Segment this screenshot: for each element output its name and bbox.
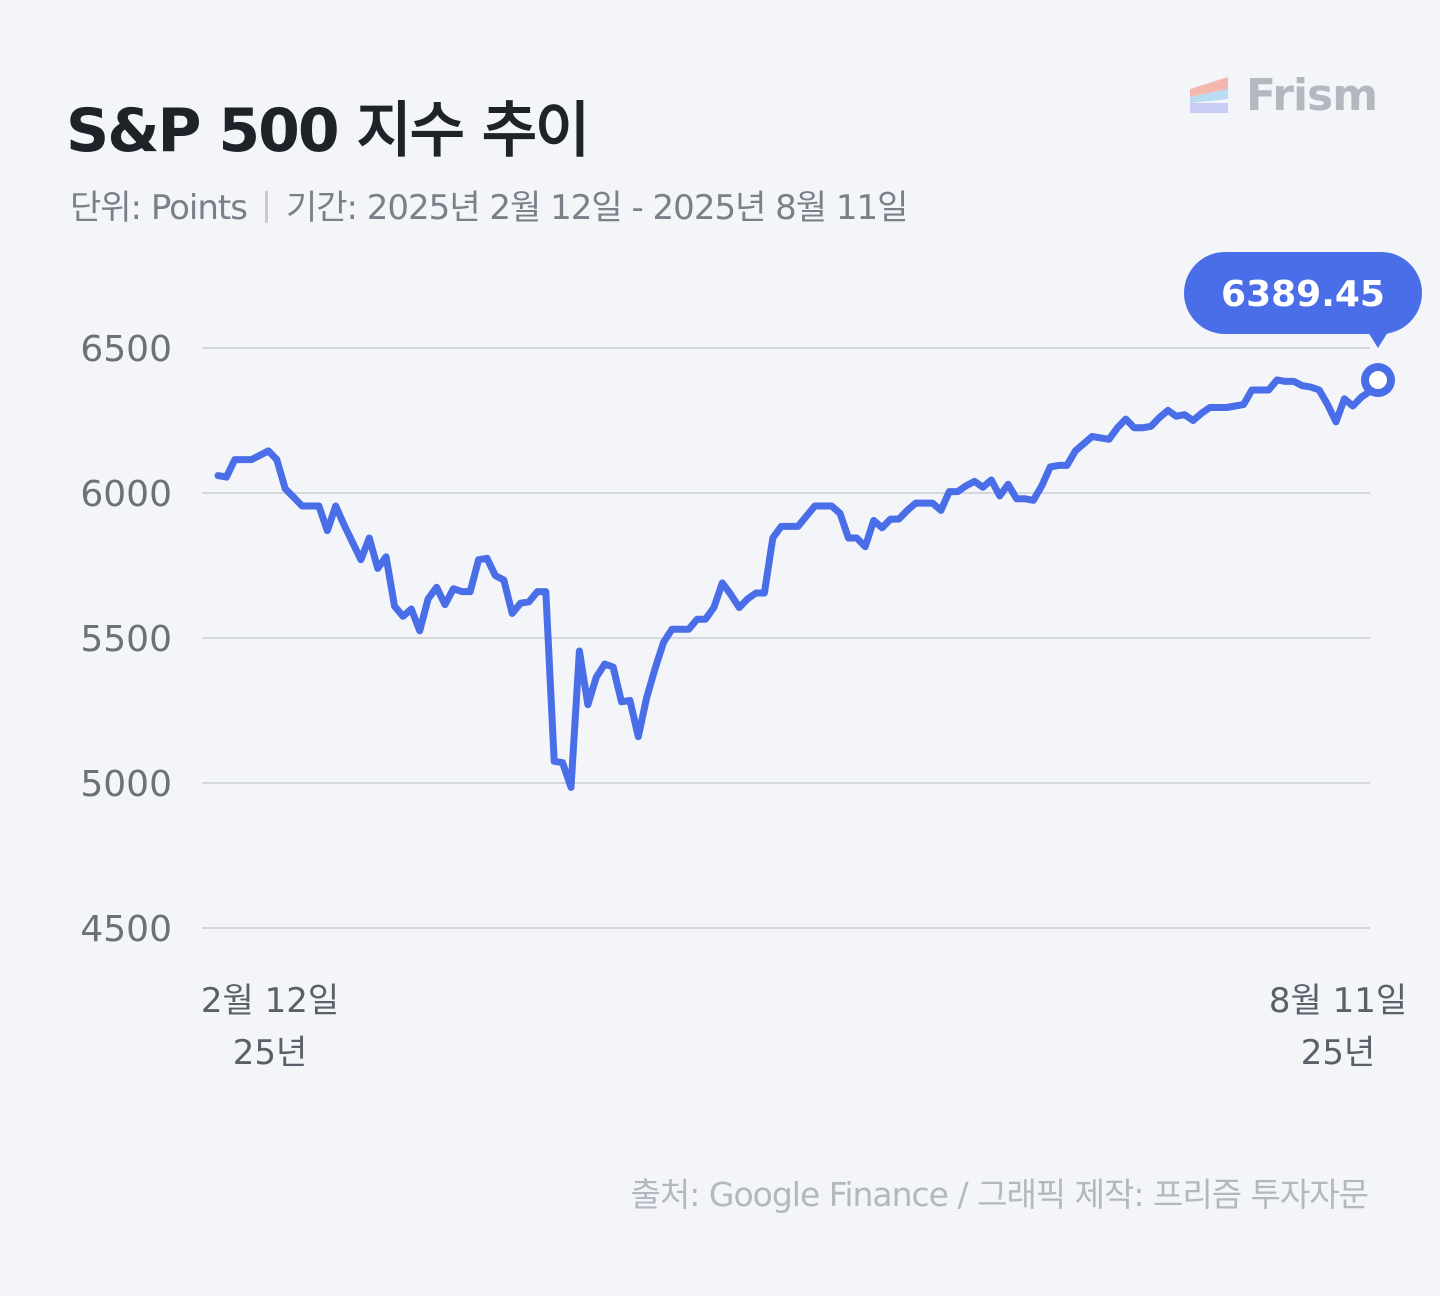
unit-label: 단위: Points	[70, 188, 248, 228]
x-axis-ticks: 2월 12일 25년 8월 11일 25년	[201, 981, 1407, 1073]
y-axis-ticks: 6500 6000 5500 5000 4500	[80, 329, 172, 950]
marker-inner-dot	[1369, 371, 1387, 390]
y-tick-label: 6000	[80, 474, 172, 515]
x-tick-label: 8월 11일	[1269, 981, 1407, 1021]
grid-lines	[202, 347, 1370, 929]
callout-value-label: 6389.45	[1221, 274, 1385, 315]
callout-bubble	[1184, 252, 1422, 334]
series-line	[214, 376, 1382, 791]
frism-logo: Frism	[1190, 69, 1378, 121]
chart-title: S&P 500 지수 추이	[66, 96, 590, 166]
x-tick-year-label: 25년	[233, 1033, 308, 1073]
y-tick-label: 4500	[80, 909, 172, 950]
y-tick-label: 5000	[80, 764, 172, 805]
subtitle-divider	[264, 191, 268, 223]
callout-pointer	[1368, 332, 1388, 348]
last-value-callout: 6389.45	[1184, 252, 1422, 348]
period-label: 기간: 2025년 2월 12일 - 2025년 8월 11일	[285, 188, 908, 228]
x-tick-year-label: 25년	[1301, 1033, 1376, 1073]
frism-logo-icon	[1190, 77, 1228, 113]
y-tick-label: 5500	[80, 619, 172, 660]
y-tick-label: 6500	[80, 329, 172, 370]
source-credit: 출처: Google Finance / 그래픽 제작: 프리즘 투자자문	[630, 1175, 1369, 1214]
last-value-marker	[1361, 363, 1395, 398]
x-tick-label: 2월 12일	[201, 981, 339, 1021]
brand-name: Frism	[1246, 69, 1378, 121]
chart-subtitle: 단위: Points 기간: 2025년 2월 12일 - 2025년 8월 11…	[70, 180, 908, 229]
